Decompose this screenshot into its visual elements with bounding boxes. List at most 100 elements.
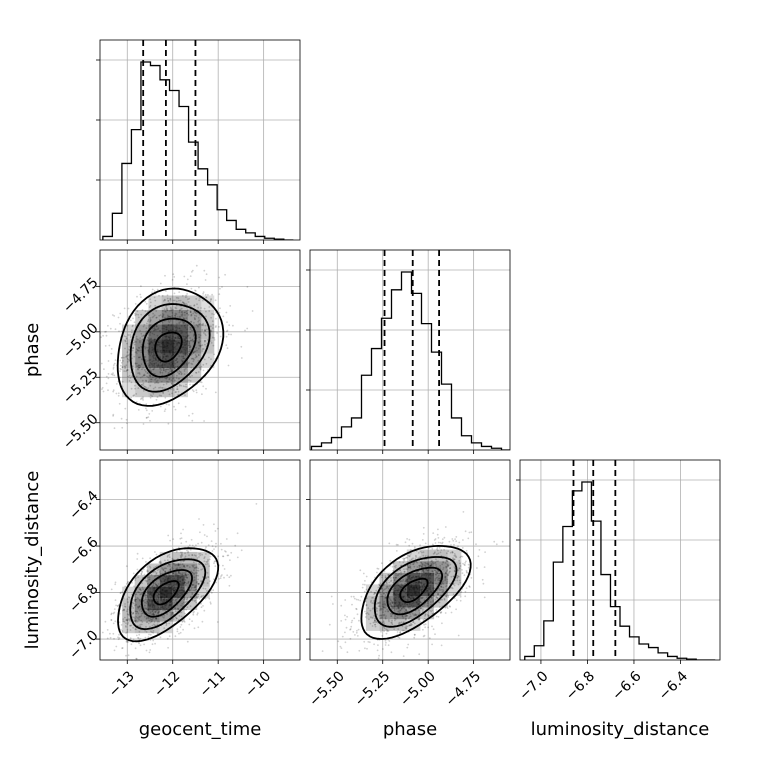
density-cell — [201, 324, 215, 339]
y-axis-label-phase: phase — [22, 323, 43, 377]
contours — [117, 547, 220, 643]
y-tick-label: −5.50 — [60, 411, 102, 453]
histogram-luminosity_distance — [520, 460, 720, 660]
density-cell — [135, 310, 149, 325]
density-cell — [379, 619, 394, 631]
x-tick-label: −6.8 — [563, 668, 598, 703]
density-cell — [148, 353, 162, 369]
density-cell — [420, 549, 435, 562]
density-cell — [406, 572, 421, 585]
panel-frame — [309, 249, 511, 451]
density-cell — [201, 353, 215, 369]
density-cell — [197, 586, 210, 599]
density-cell — [447, 561, 462, 573]
density-cell — [172, 586, 185, 599]
scatter-phase-vs-luminosity_distance — [310, 460, 510, 660]
density-cell — [134, 610, 148, 622]
density-cell — [161, 339, 175, 354]
density-cell — [434, 561, 448, 573]
density-cell — [365, 607, 380, 620]
y-tick-label: −7.0 — [66, 627, 101, 662]
density-cell — [406, 607, 421, 620]
contour-line — [116, 287, 225, 407]
density-cell — [420, 561, 435, 573]
panel-frame — [99, 39, 301, 241]
density-cell — [406, 561, 421, 573]
x-axis-label-luminosity_distance: luminosity_distance — [531, 719, 710, 740]
density-cell — [159, 586, 173, 599]
x-tick-label: −6.6 — [609, 668, 644, 703]
contour-line — [399, 577, 429, 603]
x-axis-label-geocent_time: geocent_time — [139, 719, 262, 740]
histogram-steps — [310, 271, 510, 450]
panels — [96, 39, 721, 664]
x-axis-label-phase: phase — [383, 719, 437, 740]
panel-frame — [519, 459, 721, 661]
density-cell — [174, 310, 188, 325]
y-tick-label: −6.6 — [66, 534, 101, 569]
scatter-geocent_time-vs-luminosity_distance — [100, 460, 300, 660]
density-cell — [122, 353, 136, 369]
panel-frame — [309, 459, 511, 661]
density-cell — [148, 310, 162, 325]
contour-line — [140, 569, 193, 618]
density-cell — [134, 586, 148, 599]
density-cell — [134, 598, 148, 610]
density-cell — [379, 607, 394, 620]
density-cell — [420, 572, 435, 585]
density-cell — [159, 598, 173, 610]
x-tick-label: −12 — [151, 668, 183, 700]
contour-line — [373, 556, 458, 628]
x-tick-label: −10 — [242, 668, 274, 700]
density-cell — [420, 596, 435, 608]
density-cell — [365, 584, 380, 596]
histogram-steps — [524, 481, 716, 660]
density-cell — [161, 310, 175, 325]
density-blocks — [122, 295, 215, 398]
density-cell — [197, 563, 210, 576]
contour-line — [152, 580, 180, 606]
density-cell — [406, 596, 421, 608]
density-cell — [147, 598, 160, 610]
density-cell — [184, 598, 198, 610]
y-axis-label-luminosity_distance: luminosity_distance — [22, 471, 43, 650]
panel-frame — [99, 249, 301, 451]
contour-line — [154, 331, 183, 363]
density-cell — [379, 584, 394, 596]
density-cell — [434, 596, 448, 608]
density-cell — [122, 382, 136, 398]
density-cell — [447, 549, 462, 562]
density-cell — [172, 563, 185, 576]
density-cell — [159, 551, 173, 564]
density-cell — [122, 621, 135, 634]
density-cell — [172, 551, 185, 564]
contour-line — [386, 566, 443, 616]
panel-frame — [99, 459, 301, 661]
density-cell — [406, 619, 421, 631]
density-cell — [122, 610, 135, 622]
density-cell — [188, 295, 202, 310]
density-cell — [135, 382, 149, 398]
density-cell — [420, 584, 435, 596]
x-tick-label: −13 — [106, 668, 138, 700]
contour-line — [117, 547, 220, 643]
density-cell — [188, 310, 202, 325]
y-tick-label: −5.25 — [60, 366, 102, 408]
x-tick-label: −5.50 — [306, 668, 348, 710]
x-tick-label: −6.4 — [656, 668, 691, 703]
density-cell — [365, 596, 380, 608]
density-cell — [434, 549, 448, 562]
x-tick-label: −4.75 — [443, 668, 485, 710]
density-cell — [393, 584, 407, 596]
y-tick-label: −4.75 — [60, 275, 102, 317]
density-cell — [122, 339, 136, 354]
histogram-geocent_time — [100, 40, 300, 240]
density-cell — [197, 551, 210, 564]
contour-line — [129, 558, 207, 631]
density-cell — [172, 598, 185, 610]
density-cell — [365, 619, 380, 631]
density-cell — [174, 382, 188, 398]
density-cell — [147, 586, 160, 599]
density-cell — [174, 295, 188, 310]
